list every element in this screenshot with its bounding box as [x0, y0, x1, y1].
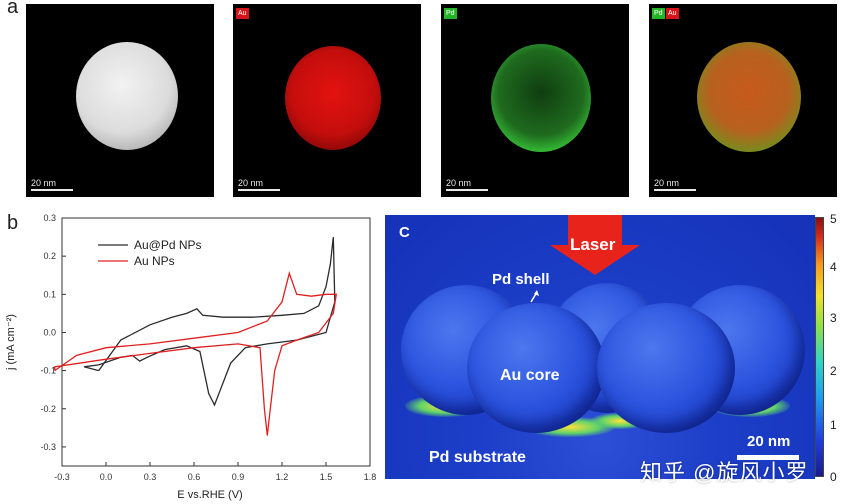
pd-substrate-label: Pd substrate — [429, 449, 526, 466]
x-tick-label: 1.2 — [276, 472, 289, 482]
series-line-au — [54, 271, 338, 436]
x-tick-label: -0.3 — [54, 472, 70, 482]
scale-bar-line — [737, 455, 799, 460]
y-tick-label: 0.3 — [43, 213, 56, 223]
scale-bar-line — [31, 189, 73, 191]
au-core-label: Au core — [500, 367, 560, 384]
pd-tag: Pd — [652, 8, 665, 19]
overlay-map-image: Pd Au 20 nm — [649, 4, 837, 197]
scale-bar-label: 20 nm — [31, 178, 57, 188]
colorbar-tick: 2 — [830, 364, 837, 378]
watermark: 知乎 @旋风小罗 — [640, 460, 809, 485]
x-tick-label: 1.8 — [364, 472, 377, 482]
colorbar-tick: 1 — [830, 418, 837, 432]
scale-bar-label: 20 nm — [654, 178, 680, 188]
scale-bar: 20 nm — [446, 178, 488, 191]
colorbar-tick: 0 — [830, 470, 837, 484]
front-sphere-au-core — [467, 303, 605, 433]
scale-bar-line — [238, 189, 280, 191]
laser-label: Laser — [570, 235, 616, 254]
x-tick-label: 0.9 — [232, 472, 245, 482]
scale-bar-label: 20 nm — [238, 178, 264, 188]
scale-bar: 20 nm — [654, 178, 696, 191]
y-axis-title: j (mA cm⁻²) — [5, 314, 17, 371]
scale-bar-label: 20 nm — [747, 433, 791, 450]
scale-bar-line — [446, 189, 488, 191]
legend-label-au: Au NPs — [134, 254, 175, 268]
haadf-particle — [76, 42, 178, 150]
x-tick-label: 0.6 — [188, 472, 201, 482]
pointer-arrow-icon — [530, 290, 539, 303]
field-simulation-image: C Laser Pd shell Au core Pd substrate 20… — [385, 215, 815, 479]
x-tick-label: 0.3 — [144, 472, 157, 482]
y-tick-label: -0.2 — [40, 404, 56, 414]
plot-frame — [61, 217, 371, 467]
y-tick-label: 0.1 — [43, 289, 56, 299]
panel-b-letter: b — [7, 212, 19, 234]
x-axis-title: E vs.RHE (V) — [177, 489, 242, 501]
haadf-image: 20 nm — [26, 4, 214, 197]
scale-bar-label: 20 nm — [446, 178, 472, 188]
y-tick-label: -0.1 — [40, 366, 56, 376]
y-tick-label: -0.3 — [40, 442, 56, 452]
legend-label-au-pd: Au@Pd NPs — [134, 238, 202, 252]
front-sphere — [597, 303, 735, 433]
cv-chart: -0.3 0.0 0.3 0.6 0.9 1.2 1.5 1.8 -0.3 -0.2 -0.1 0.… — [5, 213, 377, 501]
laser-arrow-icon — [550, 215, 640, 275]
pd-particle — [491, 44, 591, 152]
colorbar-tick: 4 — [830, 260, 837, 274]
pd-map-image: Pd 20 nm — [441, 4, 629, 197]
panel-a-letter: a — [7, 0, 19, 18]
colorbar-tick: 5 — [830, 212, 837, 226]
scale-bar: 20 nm — [31, 178, 73, 191]
au-tag: Au — [236, 8, 249, 19]
pd-shell-label: Pd shell — [492, 271, 550, 288]
scale-bar-line — [654, 189, 696, 191]
au-map-image: Au 20 nm — [233, 4, 421, 197]
colorbar — [815, 217, 824, 477]
panel-c-letter: C — [399, 224, 410, 241]
au-particle — [285, 46, 381, 150]
y-tick-label: 0.0 — [43, 327, 56, 337]
overlay-particle — [697, 42, 801, 152]
y-tick-label: 0.2 — [43, 251, 56, 261]
x-tick-label: 0.0 — [100, 472, 113, 482]
pd-tag: Pd — [444, 8, 457, 19]
scale-bar: 20 nm — [238, 178, 280, 191]
series-line-au-pd — [83, 237, 336, 407]
colorbar-tick: 3 — [830, 311, 837, 325]
x-tick-label: 1.5 — [320, 472, 333, 482]
au-tag: Au — [666, 8, 679, 19]
